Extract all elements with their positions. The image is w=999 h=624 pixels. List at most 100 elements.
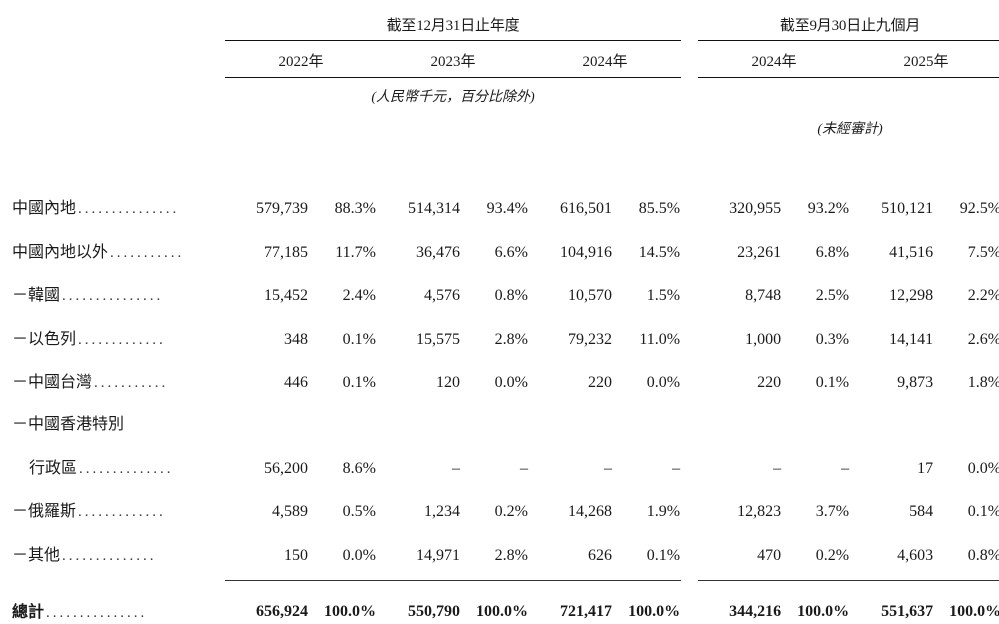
row-label-text: 中國內地 — [12, 200, 77, 217]
cell-value: 100.0% — [628, 603, 681, 620]
cell-value: 446 — [284, 374, 308, 391]
cell-value: 220 — [757, 374, 782, 391]
column-header-2024-annual: 2024年 — [529, 40, 682, 78]
cell-value: 551,637 — [881, 603, 934, 620]
table-row-hongkong-line1: －中國香港特別 — [12, 395, 999, 437]
row-label-text: －其他 — [12, 546, 61, 564]
cell-value: 15,452 — [264, 287, 308, 304]
cell-value: 0.1% — [815, 374, 850, 391]
row-label-text: －韓國 — [12, 287, 61, 304]
cell-value: 100.0% — [949, 603, 999, 620]
cell-value: 1,000 — [745, 330, 782, 348]
cell-value: 15,575 — [416, 330, 460, 348]
row-label-others: －其他.............. — [12, 524, 225, 568]
column-gap — [681, 481, 698, 525]
cell-value: 721,417 — [560, 603, 612, 620]
cell-value: 0.2% — [494, 503, 528, 520]
cell-value: 3.7% — [815, 503, 850, 520]
total-rule-gap — [681, 568, 698, 581]
row-label-hongkong-sar-line2: 行政區.............. — [12, 437, 225, 481]
row-label-text: 總計 — [12, 603, 45, 621]
cell-value: 120 — [436, 374, 460, 391]
cell-value: 79,232 — [568, 330, 612, 348]
cell-value: 88.3% — [334, 200, 376, 217]
header-spacer-row — [12, 142, 999, 178]
cell-value: 320,955 — [729, 200, 782, 217]
column-gap — [681, 178, 698, 222]
cell-value: 100.0% — [476, 603, 528, 620]
row-label-text: －中國香港特別 — [12, 416, 125, 433]
cell-value: 4,603 — [897, 546, 934, 564]
cell-value: 0.8% — [967, 546, 999, 564]
table-row: 中國內地以外........... 77,185 11.7% 36,476 6.… — [12, 221, 999, 265]
table-row-total: 總計............... 656,924 100.0% 550,790… — [12, 581, 999, 624]
cell-value: 470 — [757, 546, 782, 564]
total-rule-above-row — [12, 567, 999, 581]
column-gap — [681, 308, 698, 352]
cell-value: 8,748 — [745, 287, 782, 304]
cell-value: 2.2% — [967, 287, 999, 304]
row-label-text: －俄羅斯 — [12, 503, 77, 520]
cell-value: 104,916 — [560, 243, 612, 261]
table-body: 中國內地............... 579,739 88.3% 514,31… — [12, 178, 999, 624]
total-rule-blank — [12, 568, 225, 581]
row-label-mainland-china: 中國內地............... — [12, 178, 225, 222]
column-gap — [681, 221, 698, 265]
cell-value: 656,924 — [256, 603, 308, 620]
cell-value: 510,121 — [881, 200, 934, 217]
cell-value: 12,823 — [737, 503, 782, 520]
column-header-2025-nine-months: 2025年 — [850, 40, 999, 78]
group-title-nine-months: 截至9月30日止九個月 — [698, 14, 999, 41]
column-gap — [681, 524, 698, 568]
column-gap — [681, 437, 698, 481]
cell-value: – — [604, 459, 612, 477]
cell-value: 2.8% — [494, 330, 528, 348]
cell-value: 1.5% — [646, 287, 681, 304]
total-rule-segment — [850, 567, 934, 581]
geographic-revenue-table: 截至12月31日止年度 截至9月30日止九個月 2022年 2023年 2024… — [12, 14, 999, 624]
cell-value: 220 — [588, 374, 612, 391]
cell-value: 100.0% — [797, 603, 850, 620]
year-header-row: 2022年 2023年 2024年 2024年 2025年 — [12, 40, 999, 78]
table-row: －中國台灣........... 446 0.1% 120 0.0% 220 0… — [12, 352, 999, 396]
cell-value: 1.8% — [967, 374, 999, 391]
units-note-gap — [681, 78, 698, 108]
table-header: 截至12月31日止年度 截至9月30日止九個月 2022年 2023年 2024… — [12, 14, 999, 178]
row-label-hongkong-sar-line1: －中國香港特別 — [12, 395, 225, 437]
cell-value: 11.7% — [335, 243, 376, 261]
cell-value: 17 — [917, 459, 934, 477]
cell-value: 348 — [284, 330, 308, 348]
total-rule-segment — [529, 567, 612, 581]
cell-value: 0.8% — [494, 287, 528, 304]
leader-dots: ............. — [78, 504, 166, 520]
cell-value: 2.4% — [342, 287, 376, 304]
leader-dots: .............. — [79, 460, 174, 477]
cell-value: 85.5% — [638, 200, 681, 217]
cell-value: 0.0% — [342, 546, 376, 564]
group-title-annual: 截至12月31日止年度 — [225, 14, 682, 41]
cell-value: 514,314 — [408, 200, 460, 217]
leader-dots: ............. — [78, 331, 166, 348]
row-label-text: 行政區 — [29, 459, 78, 477]
leader-dots: ............... — [62, 288, 164, 304]
cell-value: 0.0% — [646, 374, 681, 391]
header-spacer — [12, 142, 999, 178]
total-rule-segment — [612, 567, 682, 581]
cell-value: 7.5% — [967, 243, 999, 261]
header-corner-blank — [12, 14, 225, 41]
cell-value: 0.0% — [494, 374, 528, 391]
cell-value: – — [841, 459, 850, 477]
cell-value: 344,216 — [729, 603, 782, 620]
table-row: 中國內地............... 579,739 88.3% 514,31… — [12, 178, 999, 222]
column-gap — [681, 352, 698, 396]
cell-value: 100.0% — [324, 603, 376, 620]
total-rule-segment — [933, 567, 999, 581]
cell-value: 0.0% — [967, 459, 999, 477]
cell-value: 77,185 — [264, 243, 308, 261]
cell-value: 1,234 — [424, 503, 460, 520]
cell-value: 11.0% — [639, 330, 681, 348]
row-label-total: 總計............... — [12, 581, 225, 624]
leader-dots: ............... — [46, 604, 148, 621]
leader-dots: ............... — [78, 201, 180, 217]
